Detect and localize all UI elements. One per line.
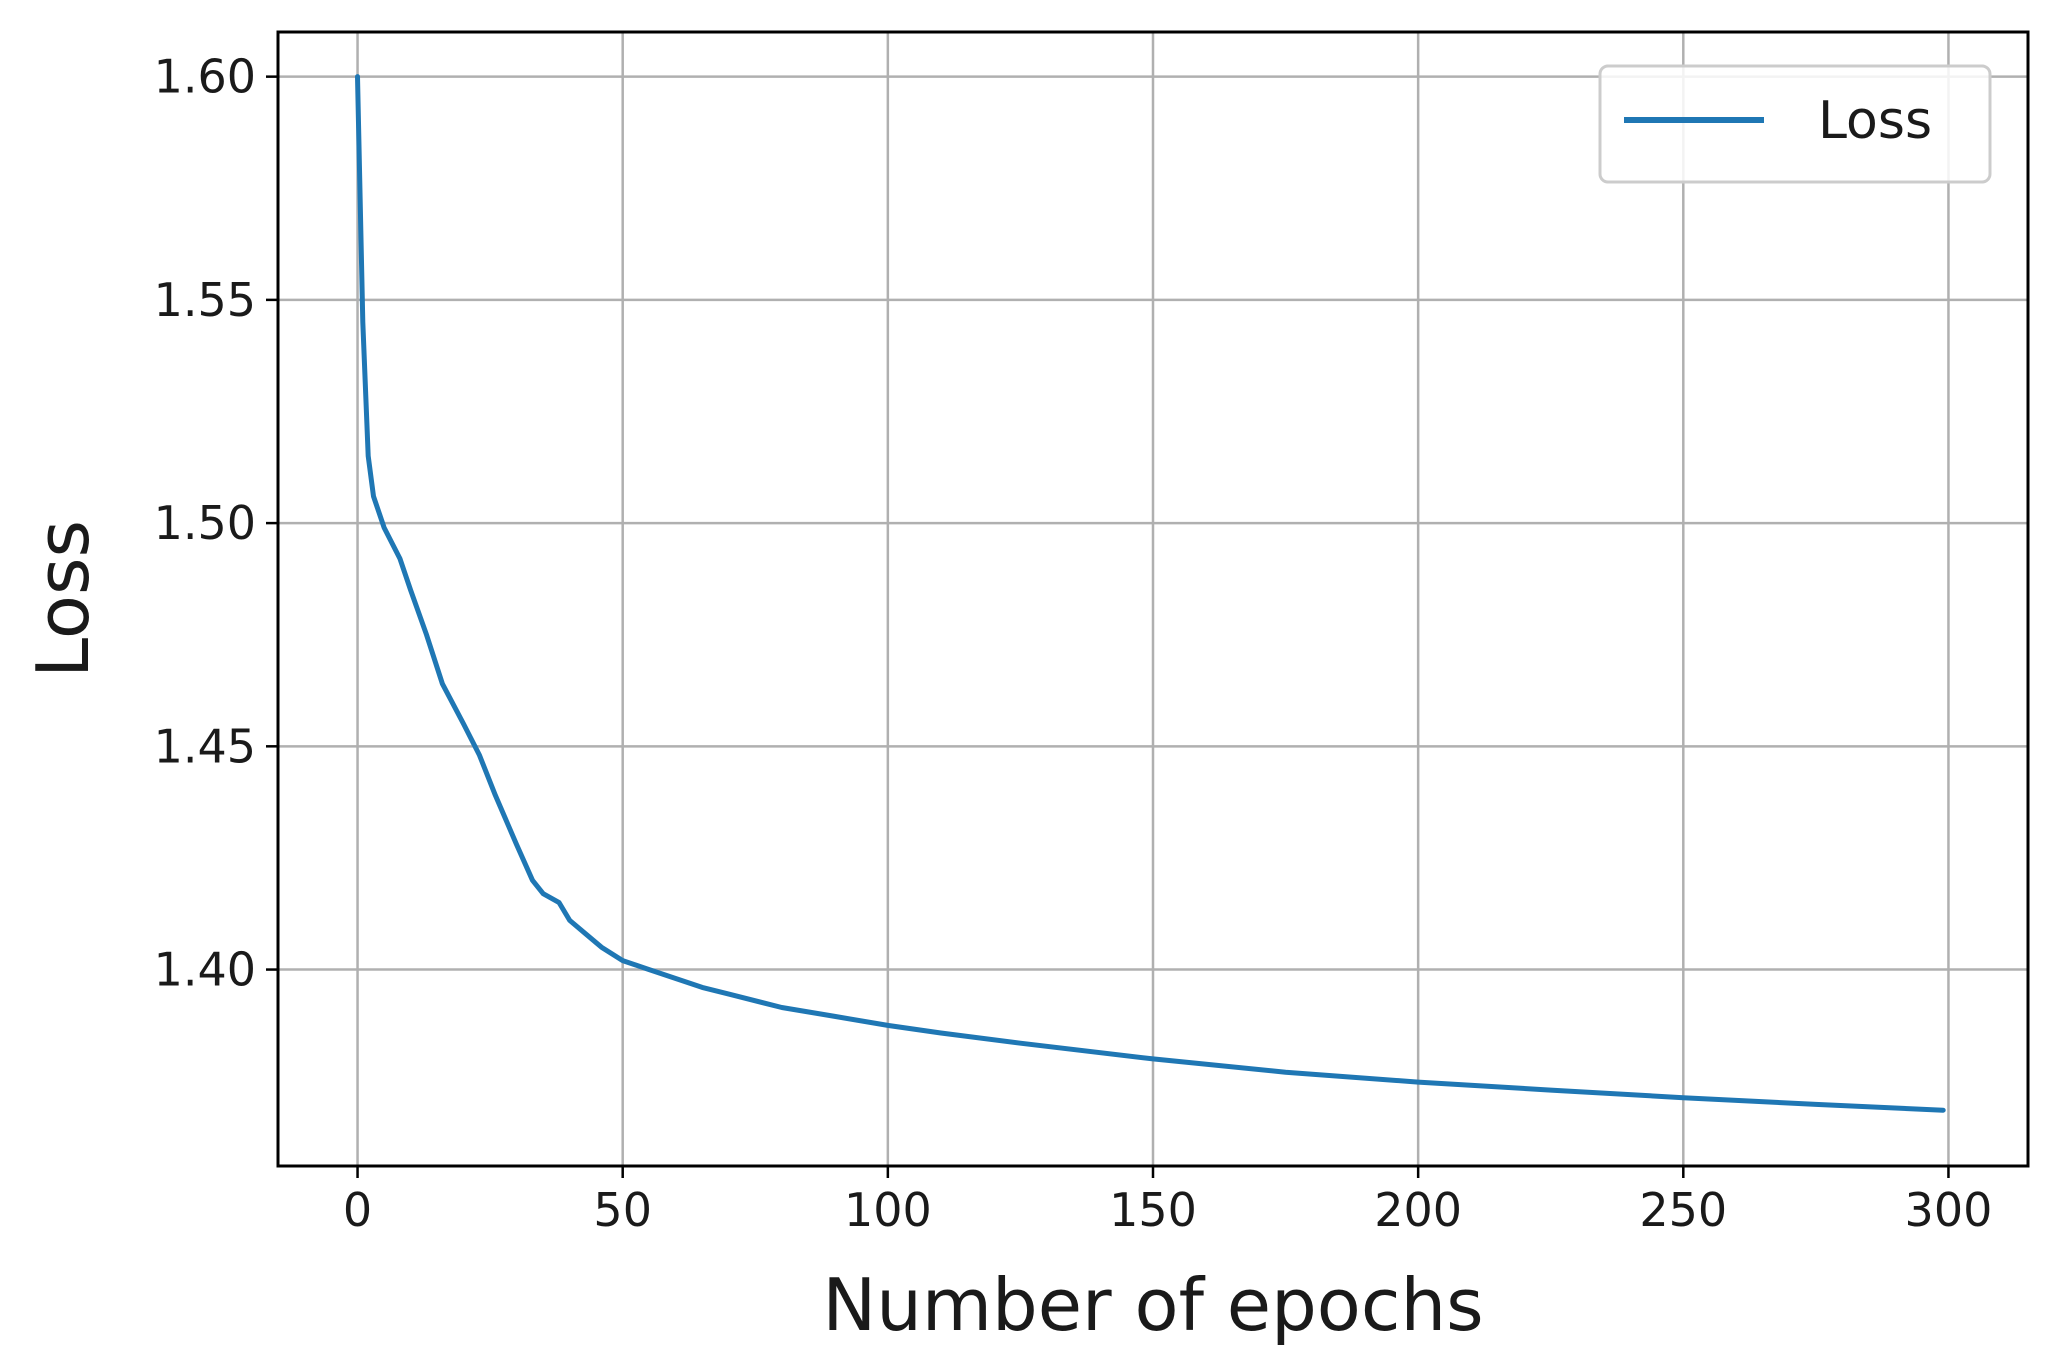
x-tick-label: 250 (1639, 1183, 1727, 1237)
series-line-loss (355, 74, 1946, 1113)
x-axis-ticks: 0 50 100 150 200 250 300 (343, 1166, 1992, 1237)
x-tick-label: 100 (844, 1183, 932, 1237)
legend: Loss (1598, 64, 1992, 184)
series-layer (355, 74, 1946, 1113)
x-tick-label: 0 (343, 1183, 372, 1237)
y-tick-label: 1.60 (154, 50, 256, 104)
y-tick-label: 1.40 (154, 943, 256, 997)
x-axis-title: Number of epochs (822, 1263, 1483, 1347)
y-tick-label: 1.45 (154, 719, 256, 773)
legend-box (1598, 64, 1992, 184)
grid-lines (278, 32, 2028, 1166)
y-axis-title: Loss (21, 520, 105, 678)
y-tick-label: 1.50 (154, 496, 256, 550)
y-tick-label: 1.55 (154, 273, 256, 327)
x-tick-label: 200 (1374, 1183, 1462, 1237)
y-axis-ticks: 1.40 1.45 1.50 1.55 1.60 (154, 50, 278, 997)
legend-label-loss: Loss (1818, 91, 1932, 151)
x-tick-label: 300 (1905, 1183, 1993, 1237)
x-tick-label: 50 (593, 1183, 652, 1237)
x-tick-label: 150 (1109, 1183, 1197, 1237)
